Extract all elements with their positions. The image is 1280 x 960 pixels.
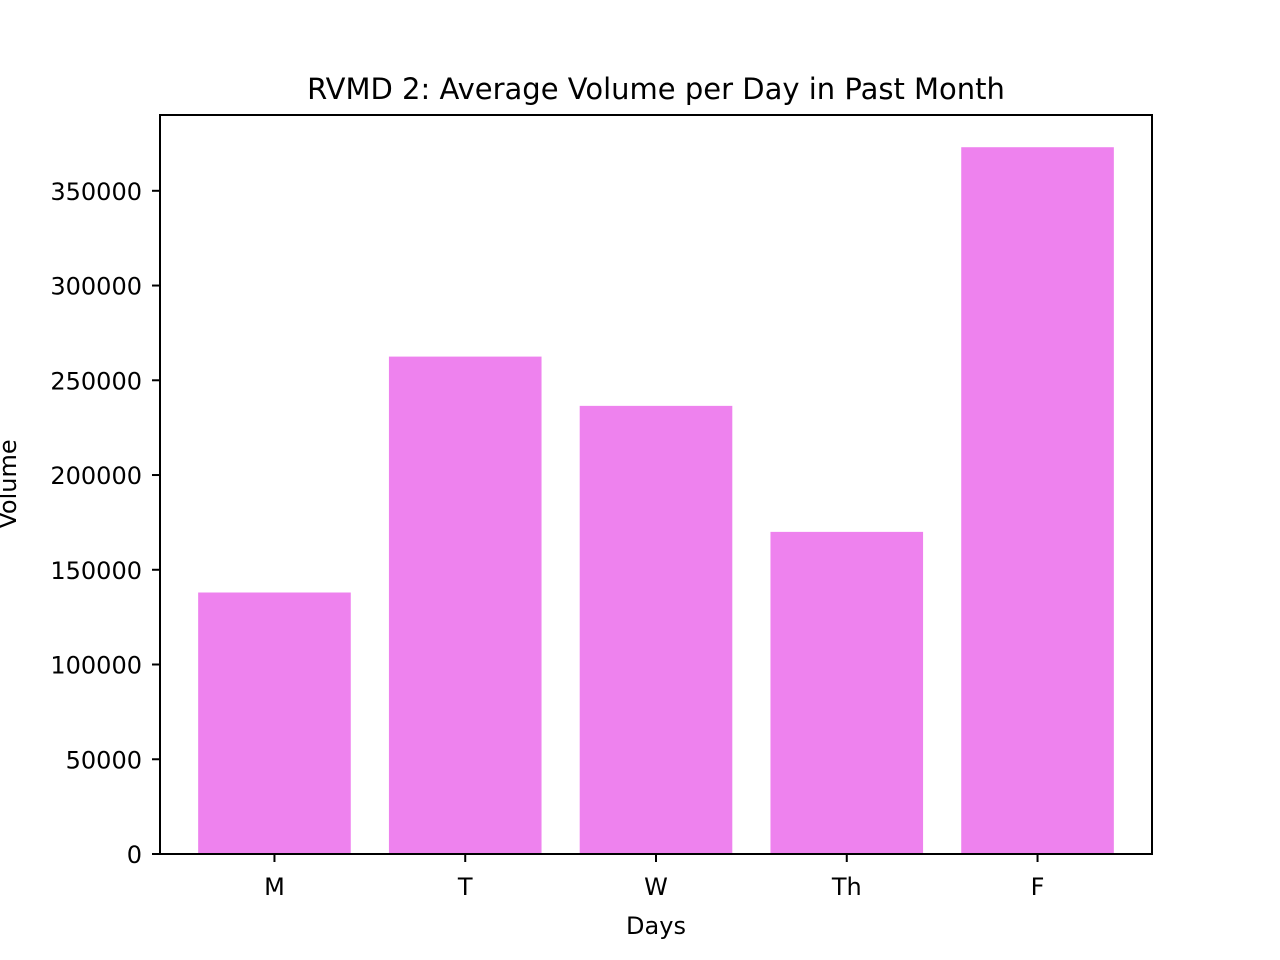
- x-tick-label: T: [457, 873, 473, 901]
- y-tick-label: 250000: [50, 367, 142, 395]
- x-tick-label: W: [644, 873, 668, 901]
- y-tick-label: 0: [127, 841, 142, 869]
- x-tick-label: F: [1031, 873, 1045, 901]
- y-tick-label: 350000: [50, 178, 142, 206]
- y-axis: 0 50000 100000 150000 200000 250000 300000 3500…: [50, 178, 160, 869]
- bar-f: [961, 147, 1114, 854]
- y-axis-label: Volume: [0, 439, 22, 528]
- bar-w: [579, 405, 733, 854]
- plot-frame: [159, 114, 1153, 855]
- bar-t: [388, 356, 542, 854]
- y-tick-label: 150000: [50, 557, 142, 585]
- y-tick-label: 200000: [50, 462, 142, 490]
- bar-th: [770, 531, 924, 854]
- y-tick-label: 100000: [50, 652, 142, 680]
- bar-group: [198, 147, 1114, 854]
- x-tick-label: Th: [831, 873, 862, 901]
- y-tick-label: 300000: [50, 273, 142, 301]
- y-tick-label: 50000: [66, 746, 142, 774]
- x-tick-label: M: [264, 873, 285, 901]
- x-axis: M T W Th F: [264, 854, 1044, 901]
- x-axis-label: Days: [626, 912, 686, 940]
- bar-m: [198, 592, 351, 854]
- chart-title: RVMD 2: Average Volume per Day in Past M…: [307, 72, 1005, 106]
